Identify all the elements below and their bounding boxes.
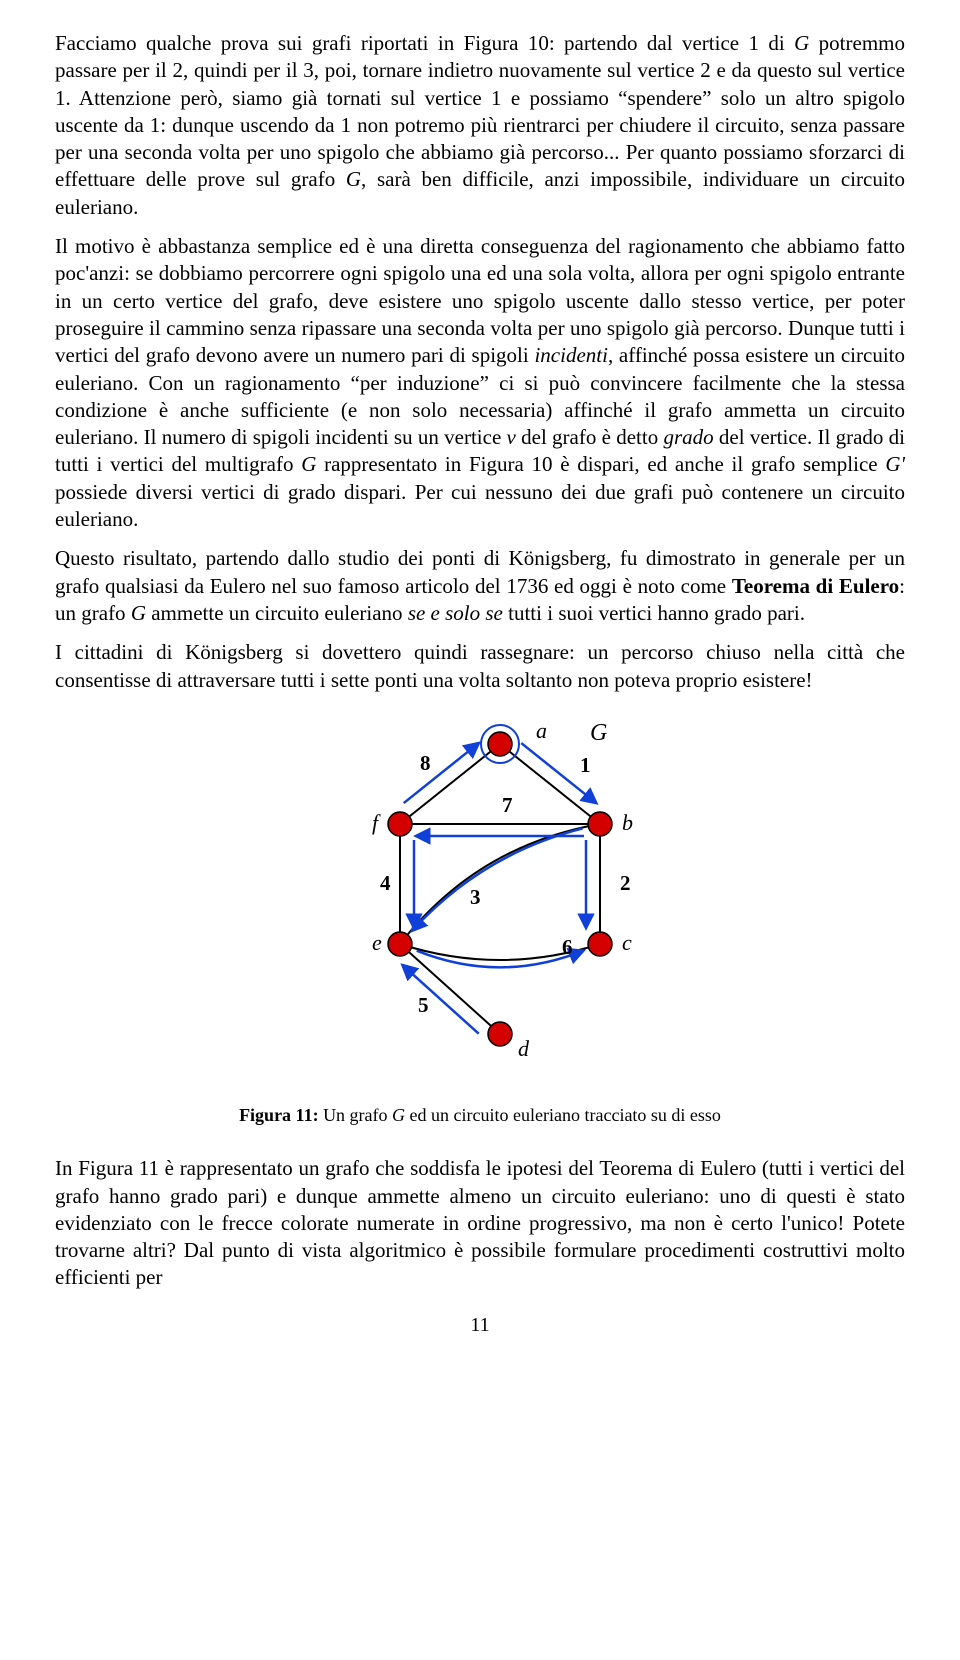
- caption-text: ed un circuito euleriano tracciato su di…: [405, 1105, 721, 1125]
- symbol-G: G: [346, 167, 361, 191]
- symbol-G: G: [794, 31, 809, 55]
- paragraph-1: Facciamo qualche prova sui grafi riporta…: [55, 30, 905, 221]
- svg-text:5: 5: [418, 993, 429, 1017]
- paragraph-4: I cittadini di Königsberg si dovettero q…: [55, 639, 905, 694]
- caption-label: Figura 11:: [239, 1105, 319, 1125]
- svg-text:G: G: [590, 720, 607, 746]
- text: ammette un circuito euleriano: [146, 601, 408, 625]
- svg-text:a: a: [536, 718, 547, 743]
- term-incidenti: incidenti: [534, 343, 607, 367]
- svg-text:3: 3: [470, 885, 481, 909]
- svg-text:d: d: [518, 1036, 530, 1061]
- page-number: 11: [55, 1312, 905, 1338]
- symbol-G: G: [131, 601, 146, 625]
- term-sse: se e solo se: [408, 601, 503, 625]
- svg-text:8: 8: [420, 751, 431, 775]
- paragraph-2: Il motivo è abbastanza semplice ed è una…: [55, 233, 905, 533]
- svg-text:7: 7: [502, 793, 513, 817]
- svg-text:e: e: [372, 930, 382, 955]
- symbol-G: G: [301, 452, 316, 476]
- svg-text:4: 4: [380, 871, 391, 895]
- graph-diagram: 1 2 3 4 5 6 7 8 a b f c e d G: [300, 712, 660, 1092]
- svg-text:6: 6: [562, 935, 573, 959]
- figure-11: 1 2 3 4 5 6 7 8 a b f c e d G: [55, 712, 905, 1092]
- paragraph-5: In Figura 11 è rappresentato un grafo ch…: [55, 1155, 905, 1291]
- svg-text:2: 2: [620, 871, 631, 895]
- text: tutti i suoi vertici hanno grado pari.: [503, 601, 805, 625]
- text: del grafo è detto: [516, 425, 664, 449]
- term-teorema: Teorema di Eulero: [732, 574, 899, 598]
- symbol-v: v: [507, 425, 516, 449]
- svg-text:f: f: [372, 810, 381, 835]
- text: rappresentato in Figura 10 è dispari, ed…: [316, 452, 885, 476]
- svg-text:1: 1: [580, 753, 591, 777]
- paragraph-3: Questo risultato, partendo dallo studio …: [55, 545, 905, 627]
- symbol-G: G: [392, 1105, 405, 1125]
- text: possiede diversi vertici di grado dispar…: [55, 480, 905, 531]
- page: Facciamo qualche prova sui grafi riporta…: [0, 0, 960, 1368]
- term-grado: grado: [663, 425, 713, 449]
- svg-text:c: c: [622, 930, 632, 955]
- text: Facciamo qualche prova sui grafi riporta…: [55, 31, 794, 55]
- figure-caption: Figura 11: Un grafo G ed un circuito eul…: [55, 1104, 905, 1127]
- caption-text: Un grafo: [319, 1105, 392, 1125]
- svg-text:b: b: [622, 810, 633, 835]
- symbol-G-prime: G': [885, 452, 905, 476]
